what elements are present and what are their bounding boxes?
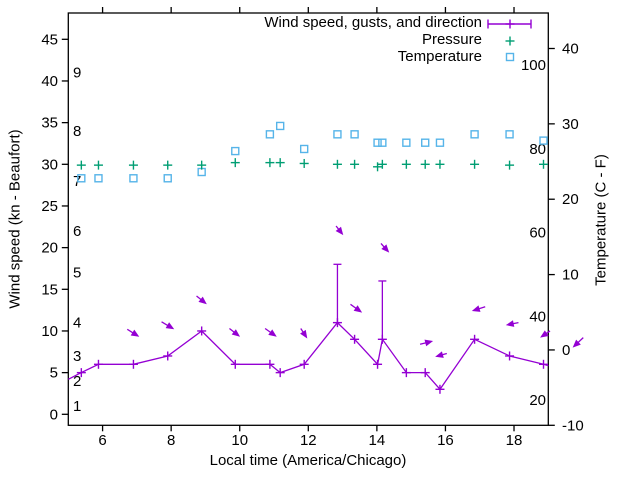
y-right-tick-label: 0 bbox=[562, 342, 570, 359]
temperature-point bbox=[505, 130, 514, 139]
y-left-tick-label: 30 bbox=[41, 156, 58, 173]
wind-direction-arrowhead bbox=[231, 329, 241, 337]
beaufort-inner-label: 2 bbox=[73, 373, 81, 390]
y-right-tick-label: 10 bbox=[562, 267, 579, 284]
beaufort-inner-label: 3 bbox=[73, 348, 81, 365]
temperature-point bbox=[350, 130, 359, 139]
y-left-tick-label: 15 bbox=[41, 281, 58, 298]
fahrenheit-inner-label: 40 bbox=[529, 308, 546, 325]
temperature-point bbox=[421, 138, 430, 147]
x-tick-label: 12 bbox=[300, 432, 317, 449]
y-left-tick-label: 25 bbox=[41, 198, 58, 215]
wind-direction-arrowhead bbox=[540, 330, 549, 338]
temperature-point bbox=[378, 138, 387, 147]
x-axis-title: Local time (America/Chicago) bbox=[209, 452, 407, 469]
wind-direction-arrowhead bbox=[300, 329, 308, 339]
y-left-tick-label: 20 bbox=[41, 240, 58, 257]
wind-direction-arrowhead bbox=[505, 320, 515, 327]
temperature-point bbox=[163, 174, 172, 183]
beaufort-inner-label: 5 bbox=[73, 265, 81, 282]
temperature-point bbox=[265, 130, 275, 139]
temperature-point bbox=[333, 130, 342, 139]
legend-sample-temperature bbox=[505, 52, 515, 62]
y-right-tick-label: 30 bbox=[562, 116, 579, 133]
temperature-point bbox=[94, 174, 103, 183]
plot-border bbox=[67, 12, 549, 426]
wind-direction-arrowhead bbox=[335, 226, 344, 236]
x-tick-label: 14 bbox=[369, 432, 386, 449]
legend-label-pressure: Pressure bbox=[421, 31, 482, 48]
legend: Wind speed, gusts, and direction Pressur… bbox=[264, 14, 482, 65]
temperature-point bbox=[275, 121, 285, 131]
x-tick-label: 10 bbox=[231, 432, 248, 449]
beaufort-inner-label: 1 bbox=[73, 398, 81, 415]
beaufort-inner-label: 8 bbox=[73, 123, 81, 140]
temperature-point bbox=[435, 138, 445, 147]
y-axis-right-title: Temperature (C - F) bbox=[592, 154, 610, 286]
temperature-point bbox=[129, 174, 138, 183]
temperature-point bbox=[231, 146, 240, 156]
beaufort-inner-label: 9 bbox=[73, 65, 81, 82]
temperature-point bbox=[299, 144, 309, 154]
wind-direction-arrowhead bbox=[471, 305, 481, 312]
y-right-tick-label: 40 bbox=[562, 41, 579, 58]
y-left-tick-label: 40 bbox=[41, 73, 58, 90]
y-axis-left-title: Wind speed (kn - Beaufort) bbox=[6, 129, 24, 309]
legend-label-wind: Wind speed, gusts, and direction bbox=[264, 14, 482, 31]
x-tick-label: 6 bbox=[98, 432, 106, 449]
y-right-tick-label: -10 bbox=[562, 417, 584, 434]
fahrenheit-inner-label: 80 bbox=[529, 141, 546, 158]
x-tick-label: 16 bbox=[437, 432, 454, 449]
temperature-point bbox=[373, 138, 382, 147]
wind-direction-arrowhead bbox=[572, 339, 581, 348]
wind-direction-arrowhead bbox=[435, 351, 444, 358]
fahrenheit-inner-label: 60 bbox=[529, 225, 546, 242]
wind-speed-line bbox=[68, 321, 549, 391]
y-right-tick-label: 20 bbox=[562, 191, 579, 208]
wind-direction-arrowhead bbox=[353, 305, 363, 313]
y-left-tick-label: 35 bbox=[41, 115, 58, 132]
y-left-tick-label: 10 bbox=[41, 323, 58, 340]
temperature-point bbox=[539, 136, 548, 145]
wind-direction-arrowhead bbox=[424, 339, 434, 347]
fahrenheit-inner-label: 100 bbox=[521, 57, 546, 74]
beaufort-inner-label: 4 bbox=[73, 315, 81, 332]
wind-direction-arrowhead bbox=[268, 329, 277, 337]
wind-direction-arrowhead bbox=[165, 322, 175, 330]
legend-label-temperature: Temperature bbox=[397, 48, 482, 65]
wind-direction-arrowhead bbox=[130, 329, 140, 337]
x-tick-label: 18 bbox=[506, 432, 523, 449]
x-tick-label: 8 bbox=[167, 432, 175, 449]
y-left-tick-label: 45 bbox=[41, 31, 58, 48]
y-left-tick-label: 5 bbox=[50, 365, 58, 382]
temperature-point bbox=[402, 138, 411, 147]
wind-direction-arrowhead bbox=[381, 244, 390, 253]
temperature-point bbox=[77, 174, 86, 183]
y-left-tick-label: 0 bbox=[50, 406, 58, 423]
temperature-point bbox=[470, 130, 479, 139]
beaufort-inner-label: 6 bbox=[73, 223, 81, 240]
fahrenheit-inner-label: 20 bbox=[529, 392, 546, 409]
wind-direction-arrowhead bbox=[198, 296, 207, 305]
